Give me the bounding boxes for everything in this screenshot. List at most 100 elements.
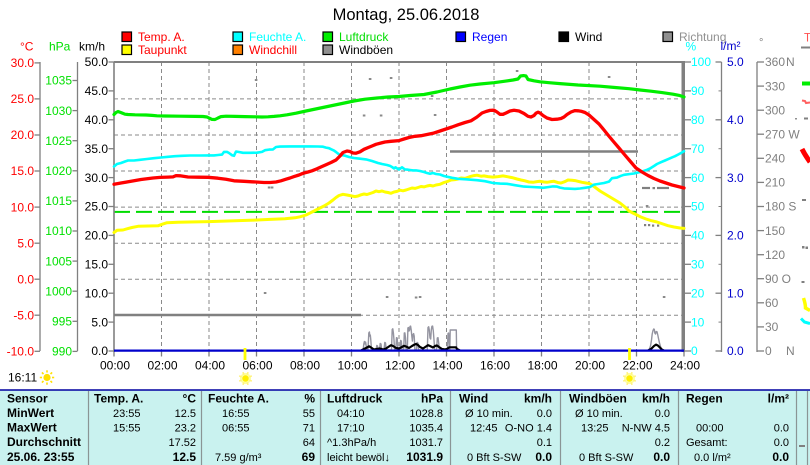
svg-text:0.0: 0.0 — [17, 272, 34, 286]
svg-text:3.0: 3.0 — [727, 171, 744, 185]
svg-text:0: 0 — [691, 344, 698, 358]
svg-text:30: 30 — [691, 258, 705, 272]
svg-text:06:55: 06:55 — [222, 423, 250, 435]
svg-text:300: 300 — [765, 103, 785, 117]
svg-text:4.0: 4.0 — [727, 113, 744, 127]
svg-text:12:45: 12:45 — [470, 423, 498, 435]
svg-text:80: 80 — [691, 113, 705, 127]
svg-text:60: 60 — [765, 296, 779, 310]
svg-text:45.0: 45.0 — [85, 84, 109, 98]
svg-text:km/h: km/h — [642, 392, 670, 406]
svg-text:Windchill: Windchill — [249, 43, 297, 57]
svg-text:150: 150 — [765, 224, 785, 238]
svg-text:l/m²: l/m² — [721, 39, 741, 53]
svg-text:0.0: 0.0 — [774, 423, 789, 435]
svg-text:50: 50 — [691, 200, 705, 214]
svg-text:1035.4: 1035.4 — [409, 423, 443, 435]
svg-text:10.0: 10.0 — [85, 286, 109, 300]
svg-text:270 W: 270 W — [765, 127, 800, 141]
svg-text:0.0 l/m²: 0.0 l/m² — [694, 452, 731, 464]
svg-text:Windböen: Windböen — [339, 43, 393, 57]
svg-text:1020: 1020 — [45, 164, 72, 178]
svg-text:1.0: 1.0 — [727, 286, 744, 300]
svg-text:1030: 1030 — [45, 104, 72, 118]
svg-text:0.0: 0.0 — [774, 437, 789, 449]
svg-text:%: % — [686, 40, 697, 54]
svg-text:Montag, 25.06.2018: Montag, 25.06.2018 — [333, 6, 480, 24]
svg-text:210: 210 — [765, 176, 785, 190]
svg-text:2.0: 2.0 — [727, 229, 744, 243]
svg-text:-10.0: -10.0 — [7, 345, 35, 359]
svg-text:0.0: 0.0 — [535, 450, 552, 464]
svg-text:04:00: 04:00 — [195, 359, 225, 373]
svg-text:40.0: 40.0 — [85, 113, 109, 127]
svg-text:N: N — [786, 344, 795, 358]
svg-text:Luftdruck: Luftdruck — [339, 30, 389, 44]
svg-text:15:55: 15:55 — [113, 423, 141, 435]
svg-text:20: 20 — [691, 286, 705, 300]
svg-text:16:55: 16:55 — [222, 408, 250, 420]
svg-text:15.0: 15.0 — [85, 258, 109, 272]
svg-text:25.0: 25.0 — [11, 92, 35, 106]
svg-text:22:00: 22:00 — [622, 359, 652, 373]
svg-text:12.5: 12.5 — [173, 450, 197, 464]
svg-text:5.0: 5.0 — [91, 315, 108, 329]
svg-text:17.52: 17.52 — [168, 437, 196, 449]
svg-text:km/h: km/h — [524, 392, 552, 406]
svg-text:60: 60 — [691, 171, 705, 185]
svg-text:0.1: 0.1 — [537, 437, 552, 449]
svg-text:1028.8: 1028.8 — [409, 408, 443, 420]
svg-text:0 Bft S-SW: 0 Bft S-SW — [467, 452, 522, 464]
svg-text:Wind: Wind — [459, 392, 488, 406]
svg-text:06:00: 06:00 — [242, 359, 272, 373]
svg-text:1035: 1035 — [45, 74, 72, 88]
svg-text:24:00: 24:00 — [670, 359, 700, 373]
svg-text:Windböen: Windböen — [569, 392, 627, 406]
svg-text:100: 100 — [691, 55, 711, 69]
svg-text:Luftdruck: Luftdruck — [327, 392, 383, 406]
svg-text:Temp. A.: Temp. A. — [94, 392, 143, 406]
svg-text:30.0: 30.0 — [85, 171, 109, 185]
svg-text:120: 120 — [765, 248, 785, 262]
svg-text:90: 90 — [691, 84, 705, 98]
svg-text:O-NO 1.4: O-NO 1.4 — [505, 423, 552, 435]
svg-text:10:00: 10:00 — [337, 359, 367, 373]
svg-text:04:10: 04:10 — [337, 408, 365, 420]
svg-text:00:00: 00:00 — [696, 423, 724, 435]
svg-text:-5.0: -5.0 — [13, 308, 34, 322]
svg-text:°C: °C — [183, 392, 197, 406]
svg-text:1031.7: 1031.7 — [409, 437, 443, 449]
svg-text:64: 64 — [303, 437, 315, 449]
svg-text:1031.9: 1031.9 — [406, 450, 443, 464]
svg-text:990: 990 — [52, 345, 72, 359]
svg-text:12:00: 12:00 — [385, 359, 415, 373]
svg-text:Feuchte A.: Feuchte A. — [249, 30, 306, 44]
svg-text:MaxWert: MaxWert — [7, 421, 57, 435]
svg-text:30: 30 — [765, 320, 779, 334]
svg-text:0.0: 0.0 — [772, 450, 789, 464]
svg-text:0.0: 0.0 — [537, 408, 552, 420]
svg-text:18:00: 18:00 — [527, 359, 557, 373]
svg-text:7.59 g/m³: 7.59 g/m³ — [215, 452, 262, 464]
svg-text:5.0: 5.0 — [727, 55, 744, 69]
svg-text:°C: °C — [20, 40, 34, 54]
svg-text:70: 70 — [691, 142, 705, 156]
svg-text:40: 40 — [691, 229, 705, 243]
svg-text:00:00: 00:00 — [100, 359, 130, 373]
svg-text:20.0: 20.0 — [85, 229, 109, 243]
svg-text:1005: 1005 — [45, 254, 72, 268]
svg-text:02:00: 02:00 — [147, 359, 177, 373]
svg-text:°: ° — [759, 37, 763, 49]
svg-text:360: 360 — [765, 55, 785, 69]
svg-text:13:25: 13:25 — [581, 423, 609, 435]
svg-text:0.0: 0.0 — [655, 408, 670, 420]
svg-text:10.0: 10.0 — [11, 200, 35, 214]
svg-text:%: % — [304, 392, 315, 406]
svg-text:15.0: 15.0 — [11, 164, 35, 178]
svg-text:1015: 1015 — [45, 194, 72, 208]
svg-text:25.0: 25.0 — [85, 200, 109, 214]
svg-text:l/m²: l/m² — [768, 392, 789, 406]
svg-text:69: 69 — [302, 450, 316, 464]
svg-text:14:00: 14:00 — [432, 359, 462, 373]
svg-text:1025: 1025 — [45, 134, 72, 148]
